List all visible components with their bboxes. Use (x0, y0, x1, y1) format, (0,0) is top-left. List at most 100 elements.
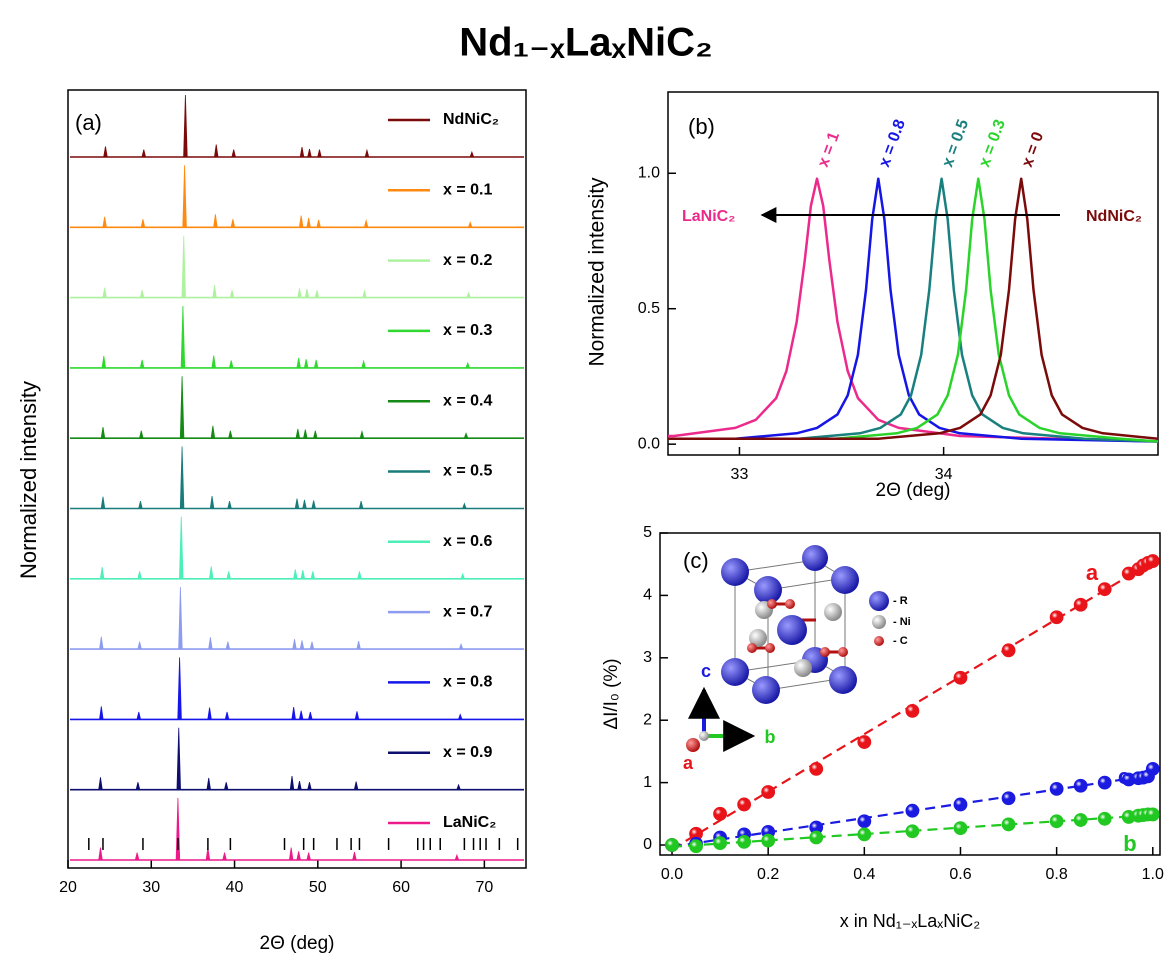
diffraction-peak (207, 707, 212, 720)
y-tick-label: 0 (643, 836, 652, 853)
data-point (1073, 597, 1088, 612)
diffraction-peak (175, 797, 181, 861)
data-point (1049, 814, 1064, 829)
diffraction-peak (99, 706, 104, 720)
diffraction-peak (213, 144, 219, 158)
x-tick-label: 50 (309, 879, 327, 896)
diffraction-peak (458, 642, 464, 650)
diffraction-peak (466, 291, 471, 299)
diffraction-peak (134, 852, 140, 861)
data-point (1145, 807, 1160, 822)
diffraction-peak (140, 219, 146, 228)
diffraction-peak (462, 502, 467, 509)
diffraction-peak (98, 847, 103, 861)
series-label: x = 0.5 (939, 117, 972, 169)
x-tick-label: 0.2 (757, 866, 779, 883)
diffraction-peak (293, 569, 298, 580)
data-point (1001, 643, 1016, 658)
diffraction-peak (303, 429, 308, 439)
diffraction-peak (292, 639, 297, 650)
diffraction-peak (205, 847, 211, 861)
inset-axis-label: b (765, 727, 776, 747)
diffraction-peak (211, 355, 216, 369)
x-tick-label: 34 (935, 466, 953, 483)
x-tick-label: 70 (475, 879, 493, 896)
data-point (1049, 610, 1064, 625)
diffraction-peak (99, 566, 105, 580)
y-tick-label: 1 (643, 774, 652, 791)
diffraction-peak (208, 637, 213, 650)
diffraction-peak (309, 641, 315, 650)
x-tick-label: 1.0 (1142, 866, 1164, 883)
data-point (1049, 781, 1064, 796)
diffraction-peak (311, 500, 316, 509)
diffraction-peak (358, 500, 364, 509)
x-axis-label: x in Nd₁₋ₓLaₓNiC₂ (840, 911, 980, 931)
legend-label: NdNiC₂ (443, 111, 499, 128)
series-label: c (1118, 764, 1130, 789)
data-point (905, 803, 920, 818)
inset-legend-label: - Ni (893, 616, 911, 628)
diffraction-peak (179, 446, 185, 509)
diffraction-peak (304, 288, 310, 299)
y-tick-label: 0.0 (638, 435, 660, 452)
diffraction-peak (179, 376, 185, 439)
legend-label: x = 0.2 (443, 252, 492, 269)
diffraction-peak (176, 727, 181, 791)
diffraction-peak (179, 516, 184, 580)
diffraction-peak (314, 290, 320, 299)
diffraction-peak (227, 500, 232, 509)
y-tick-label: 4 (643, 587, 652, 604)
diffraction-peak (469, 150, 475, 158)
x-tick-label: 30 (142, 879, 160, 896)
diffraction-peak (230, 219, 236, 228)
diffraction-peak (231, 149, 237, 158)
inset-axis-label: c (701, 661, 711, 681)
diffraction-peak (307, 782, 312, 791)
data-point (761, 785, 776, 799)
diffraction-peak (295, 428, 301, 439)
diffraction-peak (316, 219, 321, 228)
diffraction-peak (291, 706, 296, 720)
data-point (713, 806, 727, 821)
diffraction-peak (226, 571, 232, 580)
diffraction-peak (354, 711, 360, 720)
data-point (1001, 791, 1016, 806)
y-tick-label: 5 (643, 524, 652, 541)
x-tick-label: 0.4 (853, 866, 875, 883)
diffraction-peak (224, 711, 230, 720)
diffraction-peak (362, 289, 367, 299)
diffraction-peak (454, 853, 460, 861)
data-point (1001, 817, 1016, 832)
x-tick-label: 33 (731, 466, 749, 483)
diffraction-peak (359, 429, 365, 439)
diffraction-peak (229, 290, 235, 299)
diffraction-peak (210, 425, 216, 439)
diffraction-peak (206, 777, 211, 791)
diffraction-peak (299, 640, 305, 650)
diffraction-peak (302, 499, 307, 509)
diffraction-peak (141, 149, 147, 158)
diffraction-peak (296, 357, 301, 369)
data-point (1073, 813, 1088, 827)
legend-label: LaNiC₂ (443, 814, 496, 831)
legend-label: x = 0.8 (443, 674, 492, 691)
inset-axis-label: a (683, 753, 694, 773)
diffraction-peak (228, 430, 233, 439)
diffraction-peak (101, 356, 107, 369)
data-point (809, 761, 824, 776)
panel-frame (667, 91, 1159, 456)
series-label: x = 0.3 (976, 117, 1009, 169)
diffraction-peak (212, 285, 217, 299)
data-point (809, 830, 824, 845)
data-point (1097, 582, 1112, 597)
diffraction-peak (228, 360, 234, 369)
inset-legend-label: - C (893, 635, 908, 647)
diffraction-peak (310, 571, 316, 580)
diffraction-peak (313, 430, 318, 439)
data-point (905, 824, 920, 839)
x-tick-label: 20 (59, 879, 77, 896)
y-axis-label: Normalized intensity (16, 381, 41, 579)
diffraction-peak (177, 657, 182, 720)
